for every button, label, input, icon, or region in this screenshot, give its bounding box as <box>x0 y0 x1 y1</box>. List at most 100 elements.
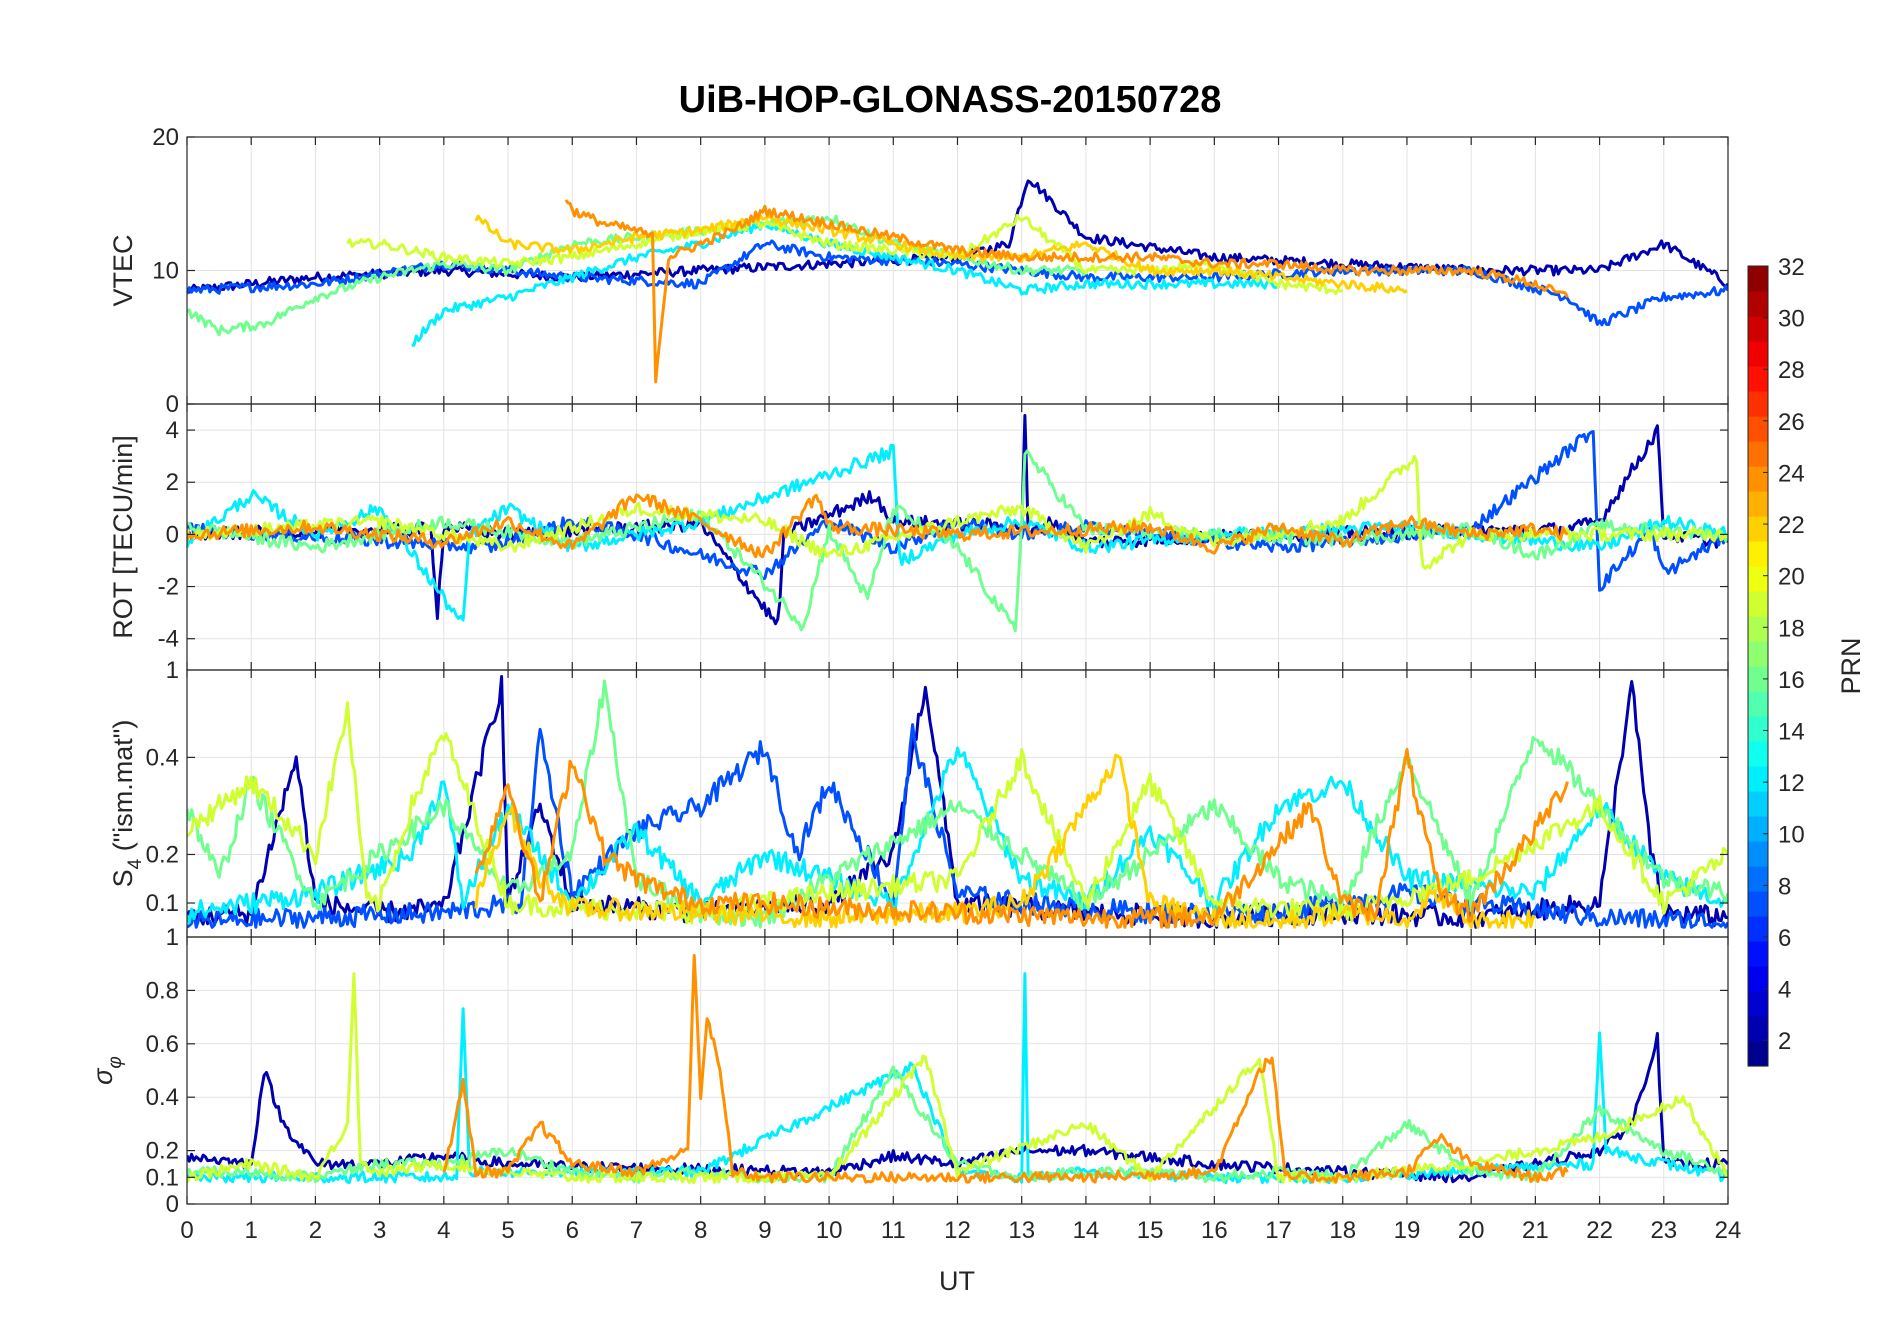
series-group-sigma <box>187 954 1728 1185</box>
colorbar-segment <box>1748 991 1768 1017</box>
y-axis-label-s4: S4 ("ism.mat") <box>108 720 146 888</box>
y-label-rest: ("ism.mat") <box>108 720 138 859</box>
colorbar-segment <box>1748 666 1768 692</box>
colorbar-segment <box>1748 541 1768 567</box>
y-tick-label-top-s4: 1 <box>166 657 179 684</box>
colorbar-segment <box>1748 266 1768 292</box>
colorbar-tick-label: 32 <box>1778 254 1805 281</box>
x-tick-label: 1 <box>245 1217 258 1244</box>
panel-sigma: 00.10.2 0.4 0.6 0.8 1 σφ <box>88 924 1729 1218</box>
colorbar-border <box>1747 265 1769 1067</box>
colorbar-segment <box>1748 766 1768 792</box>
colorbar-label: PRN <box>1836 637 1866 694</box>
x-tick-label: 15 <box>1137 1217 1164 1244</box>
x-tick-label: 0 <box>180 1217 193 1244</box>
x-tick-label: 24 <box>1715 1217 1742 1244</box>
chart-title: UiB-HOP-GLONASS-20150728 <box>679 79 1222 121</box>
colorbar-tick-label: 14 <box>1778 719 1805 746</box>
y-tick-label-rot: 4 <box>166 417 179 444</box>
series-line-s4-prn-24 <box>474 747 1569 929</box>
colorbar-segment <box>1748 416 1768 442</box>
y-tick-label-sigma: 0 <box>166 1191 179 1218</box>
colorbar-tick-label: 10 <box>1778 822 1805 849</box>
y-label-sub: φ <box>105 1056 126 1068</box>
series-group-s4 <box>187 675 1728 929</box>
x-tick-label: 12 <box>944 1217 971 1244</box>
x-axis-label: UT <box>939 1266 975 1296</box>
y-label-sub: 4 <box>125 858 146 869</box>
y-tick-label-vtec: 20 <box>152 124 179 151</box>
series-line-vtec-prn-12 <box>411 221 1280 347</box>
colorbar-segment <box>1748 291 1768 317</box>
y-tick-label-sigma: 0.2 <box>146 1138 179 1165</box>
colorbar-segment <box>1748 341 1768 367</box>
series-line-rot-prn-24 <box>187 493 1569 559</box>
x-tick-label: 16 <box>1201 1217 1228 1244</box>
x-tick-label: 3 <box>373 1217 386 1244</box>
colorbar-segment <box>1748 816 1768 842</box>
x-tick-label: 10 <box>816 1217 843 1244</box>
x-tick-label: 21 <box>1522 1217 1549 1244</box>
colorbar-segment <box>1748 391 1768 417</box>
series-line-vtec-prn-22 <box>474 214 1408 294</box>
series-line-s4-prn-22 <box>474 753 1537 929</box>
panel-rot: -4 -2 0 2 4 ROT [TECU/min] <box>108 403 1729 671</box>
colorbar-segment <box>1748 891 1768 917</box>
colorbar-segment <box>1748 916 1768 942</box>
colorbar-tick-label: 22 <box>1778 512 1805 539</box>
series-group-rot <box>187 414 1728 633</box>
y-tick-label-sigma: 0.6 <box>146 1031 179 1058</box>
y-tick-label-rot: 0 <box>166 521 179 548</box>
x-tick-label: 17 <box>1265 1217 1292 1244</box>
colorbar-segment <box>1748 1041 1768 1067</box>
colorbar-segment <box>1748 866 1768 892</box>
x-tick-label: 6 <box>566 1217 579 1244</box>
colorbar-segment <box>1748 941 1768 967</box>
colorbar-tick-label: 30 <box>1778 306 1805 333</box>
series-line-vtec-prn-16 <box>187 214 1088 337</box>
x-tick-label: 18 <box>1329 1217 1356 1244</box>
y-axis-label-vtec: VTEC <box>108 234 138 306</box>
x-tick-label: 11 <box>881 1217 906 1244</box>
series-line-sigma-prn-24 <box>442 954 1569 1184</box>
colorbar-segment <box>1748 441 1768 467</box>
y-label-main: σ <box>88 1067 118 1085</box>
colorbar-segment <box>1748 616 1768 642</box>
colorbar-segment <box>1748 641 1768 667</box>
colorbar-tick-label: 4 <box>1778 977 1791 1004</box>
y-axis-label-rot: ROT [TECU/min] <box>108 435 138 639</box>
x-tick-label: 7 <box>630 1217 643 1244</box>
series-group-vtec <box>187 179 1728 384</box>
colorbar-segment <box>1748 591 1768 617</box>
colorbar-segment <box>1748 466 1768 492</box>
y-tick-label-rot: 2 <box>166 469 179 496</box>
y-tick-label-top-sigma: 1 <box>166 924 179 951</box>
series-line-s4-prn-19 <box>187 701 1728 925</box>
colorbar-tick-label: 2 <box>1778 1028 1791 1055</box>
x-tick-label: 23 <box>1650 1217 1677 1244</box>
y-tick-label-sigma: 0.4 <box>146 1084 179 1111</box>
colorbar-tick-label: 26 <box>1778 409 1805 436</box>
colorbar-tick-label: 12 <box>1778 770 1805 797</box>
colorbar-tick-label: 28 <box>1778 357 1805 384</box>
x-tick-label: 22 <box>1586 1217 1613 1244</box>
colorbar-segment <box>1748 716 1768 742</box>
y-tick-label-sigma: 0.8 <box>146 977 179 1004</box>
x-tick-label: 2 <box>309 1217 322 1244</box>
colorbar-segment <box>1748 516 1768 542</box>
y-tick-label-vtec: 10 <box>152 258 179 285</box>
colorbar-tick-label: 16 <box>1778 667 1805 694</box>
y-axis-label-sigma: σφ <box>88 1056 126 1085</box>
x-tick-label: 19 <box>1394 1217 1421 1244</box>
x-tick-label: 13 <box>1008 1217 1035 1244</box>
y-tick-label-vtec: 0 <box>166 391 179 418</box>
colorbar-tick-label: 20 <box>1778 564 1805 591</box>
y-label-main: S <box>108 869 138 887</box>
colorbar-tick-label: 8 <box>1778 873 1791 900</box>
x-tick-label: 5 <box>501 1217 514 1244</box>
colorbar-tick-label: 6 <box>1778 925 1791 952</box>
colorbar-tick-label: 18 <box>1778 615 1805 642</box>
